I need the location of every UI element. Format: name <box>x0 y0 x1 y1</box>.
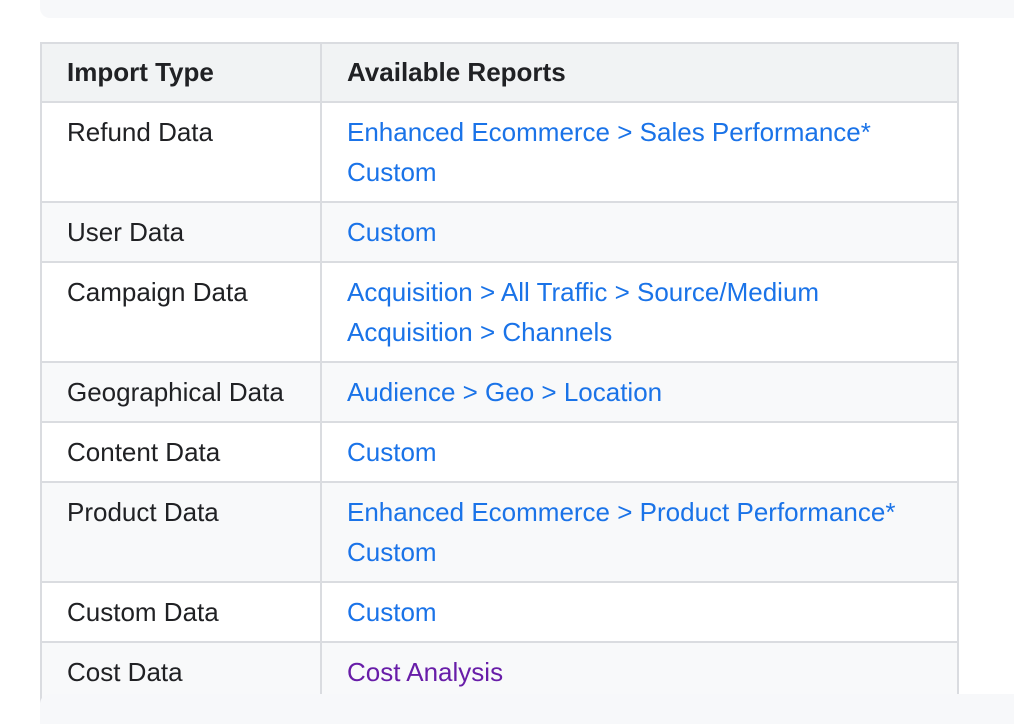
column-header-import-type: Import Type <box>40 42 322 103</box>
import-type-cell: Geographical Data <box>40 361 322 423</box>
import-type-cell: User Data <box>40 201 322 263</box>
code-block-bottom <box>40 694 1014 724</box>
reports-cell: Custom <box>320 201 959 263</box>
report-link[interactable]: Acquisition > Channels <box>347 317 613 347</box>
table-row: Cost Data Cost Analysis <box>40 641 959 703</box>
import-type-cell: Content Data <box>40 421 322 483</box>
table-row: Content Data Custom <box>40 421 959 483</box>
reports-cell: Enhanced Ecommerce > Sales Performance* … <box>320 101 959 203</box>
reports-cell: Enhanced Ecommerce > Product Performance… <box>320 481 959 583</box>
reports-cell: Audience > Geo > Location <box>320 361 959 423</box>
import-type-cell: Cost Data <box>40 641 322 703</box>
report-link-visited[interactable]: Cost Analysis <box>347 657 504 687</box>
report-link[interactable]: Custom <box>347 217 437 247</box>
import-type-table: Import Type Available Reports Refund Dat… <box>40 42 959 703</box>
table-row: Campaign Data Acquisition > All Traffic … <box>40 261 959 363</box>
reports-cell: Custom <box>320 421 959 483</box>
table-row: User Data Custom <box>40 201 959 263</box>
table-row: Refund Data Enhanced Ecommerce > Sales P… <box>40 101 959 203</box>
report-link[interactable]: Custom <box>347 537 437 567</box>
report-link[interactable]: Audience > Geo > Location <box>347 377 663 407</box>
reports-cell: Custom <box>320 581 959 643</box>
table-row: Custom Data Custom <box>40 581 959 643</box>
code-block-top <box>40 0 1014 18</box>
import-type-cell: Refund Data <box>40 101 322 203</box>
report-link[interactable]: Acquisition > All Traffic > Source/Mediu… <box>347 277 820 307</box>
import-type-cell: Custom Data <box>40 581 322 643</box>
column-header-available-reports: Available Reports <box>320 42 959 103</box>
reports-cell: Cost Analysis <box>320 641 959 703</box>
table-row: Geographical Data Audience > Geo > Locat… <box>40 361 959 423</box>
reports-cell: Acquisition > All Traffic > Source/Mediu… <box>320 261 959 363</box>
report-link[interactable]: Enhanced Ecommerce > Sales Performance* <box>347 117 871 147</box>
report-link[interactable]: Enhanced Ecommerce > Product Performance… <box>347 497 896 527</box>
report-link[interactable]: Custom <box>347 157 437 187</box>
import-type-cell: Product Data <box>40 481 322 583</box>
table-header-row: Import Type Available Reports <box>40 42 959 103</box>
report-link[interactable]: Custom <box>347 597 437 627</box>
import-type-cell: Campaign Data <box>40 261 322 363</box>
table-row: Product Data Enhanced Ecommerce > Produc… <box>40 481 959 583</box>
report-link[interactable]: Custom <box>347 437 437 467</box>
